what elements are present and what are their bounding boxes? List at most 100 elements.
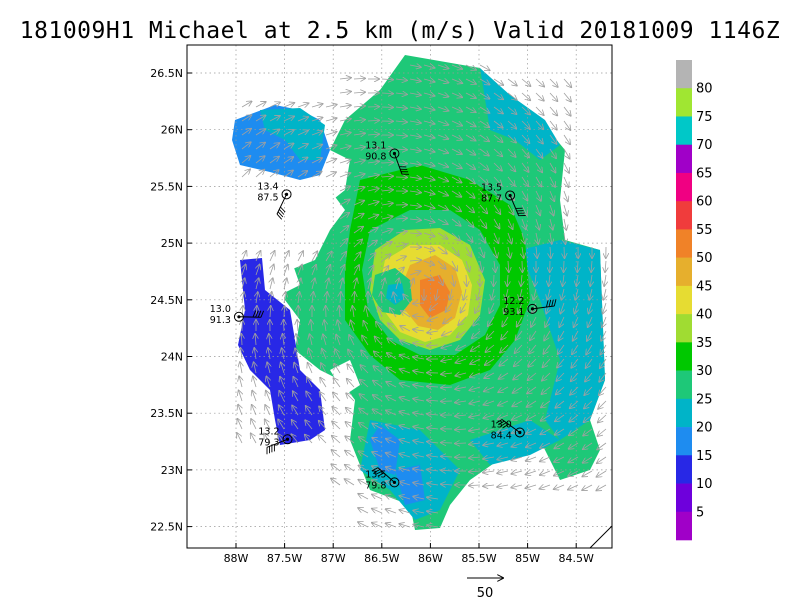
wind-vector [437, 232, 447, 239]
wind-vector [297, 103, 308, 107]
wind-vector [603, 288, 606, 300]
wind-vector [326, 292, 327, 304]
reference-vector-label: 50 [477, 586, 494, 600]
wind-vector [400, 426, 411, 429]
wind-vector [455, 429, 467, 430]
wind-vector [401, 311, 411, 318]
wind-vector [297, 158, 308, 164]
wind-vector [508, 232, 512, 243]
wind-vector [590, 274, 592, 286]
wind-vector [564, 246, 565, 258]
wind-vector [493, 218, 500, 229]
wind-vector [269, 143, 279, 150]
wind-vector [507, 78, 517, 86]
wind-vector [353, 252, 361, 262]
wind-vector [400, 482, 411, 485]
wind-vector [437, 107, 448, 111]
wind-vector [386, 509, 397, 513]
station-top-label: 12.2 [503, 296, 524, 307]
wind-vector [283, 251, 289, 262]
wind-barb [393, 153, 403, 175]
wind-vector [470, 387, 481, 390]
wind-vector [241, 156, 250, 164]
wind-vector [518, 302, 522, 313]
wind-vector [451, 190, 461, 197]
wind-vector [493, 120, 503, 128]
wind-vector [485, 358, 495, 365]
wind-vector [283, 144, 294, 150]
wind-vector [550, 204, 554, 215]
wind-vector [254, 362, 256, 374]
wind-vector [336, 335, 340, 346]
station-bottom-label: 87.5 [257, 192, 278, 203]
wind-vector [601, 330, 607, 341]
wind-vector [455, 415, 467, 416]
wind-vector [312, 265, 316, 276]
wind-vector [465, 148, 475, 155]
wind-vector [386, 481, 397, 485]
wind-vector [451, 162, 462, 168]
wind-vector [473, 316, 481, 326]
wind-vector [591, 260, 592, 272]
wind-barb-feather [373, 469, 381, 474]
colorbar-segment [676, 285, 692, 315]
wind-vector [498, 400, 509, 406]
wind-vector [339, 146, 351, 149]
wind-vector [575, 288, 578, 300]
wind-barb-feather [498, 420, 505, 426]
wind-vector [568, 484, 579, 490]
wind-vector [255, 116, 266, 122]
wind-vector [437, 163, 448, 167]
wind-vector [532, 302, 536, 313]
wind-vector [427, 511, 439, 513]
wind-vector [493, 176, 502, 185]
wind-vector [450, 288, 452, 300]
wind-vector [441, 373, 453, 374]
wind-vector [437, 204, 448, 210]
wind-vector [409, 121, 421, 123]
wind-vector [339, 133, 351, 136]
wind-vector [372, 438, 383, 444]
wind-vector [484, 372, 495, 378]
wind-vectors [237, 65, 606, 527]
wind-vector [374, 352, 383, 360]
wind-vector [254, 348, 256, 360]
wind-vector [284, 278, 287, 290]
colorbar-label: 30 [696, 364, 713, 379]
wind-vector [568, 470, 579, 476]
wind-vector [500, 344, 509, 353]
wind-vector [353, 78, 365, 79]
wind-vector [266, 377, 270, 388]
wind-vector [427, 400, 439, 401]
lon-tick-label: 85.5W [461, 552, 496, 565]
wind-vector [242, 251, 246, 262]
wind-vector [311, 320, 312, 332]
wind-vector [367, 188, 379, 191]
wind-vector [283, 130, 294, 136]
wind-vector [549, 148, 556, 158]
wind-vector [387, 338, 397, 346]
wind-vector [395, 218, 407, 219]
wind-vector [353, 227, 363, 234]
coastline [589, 525, 613, 549]
wind-vector [241, 115, 251, 122]
wind-barb [377, 467, 395, 483]
wind-vector [507, 106, 517, 114]
wind-vector [390, 308, 397, 318]
wind-vector [298, 265, 302, 276]
wind-vector [563, 78, 571, 87]
map-title: 181009H1 Michael at 2.5 km (m/s) Valid 2… [19, 18, 781, 44]
wind-vector [353, 214, 364, 220]
colorbar-label: 70 [696, 138, 713, 153]
wind-vector [563, 120, 570, 130]
wind-vector [270, 292, 272, 304]
wind-vector [283, 103, 294, 107]
colorbar-label: 75 [696, 110, 713, 125]
wind-vector [547, 288, 550, 300]
wind-vector [339, 78, 351, 79]
wind-vector [413, 427, 425, 429]
wind-vector [395, 267, 404, 276]
wind-vector [413, 329, 425, 331]
wind-vector [367, 202, 379, 205]
wind-vector [387, 353, 397, 360]
